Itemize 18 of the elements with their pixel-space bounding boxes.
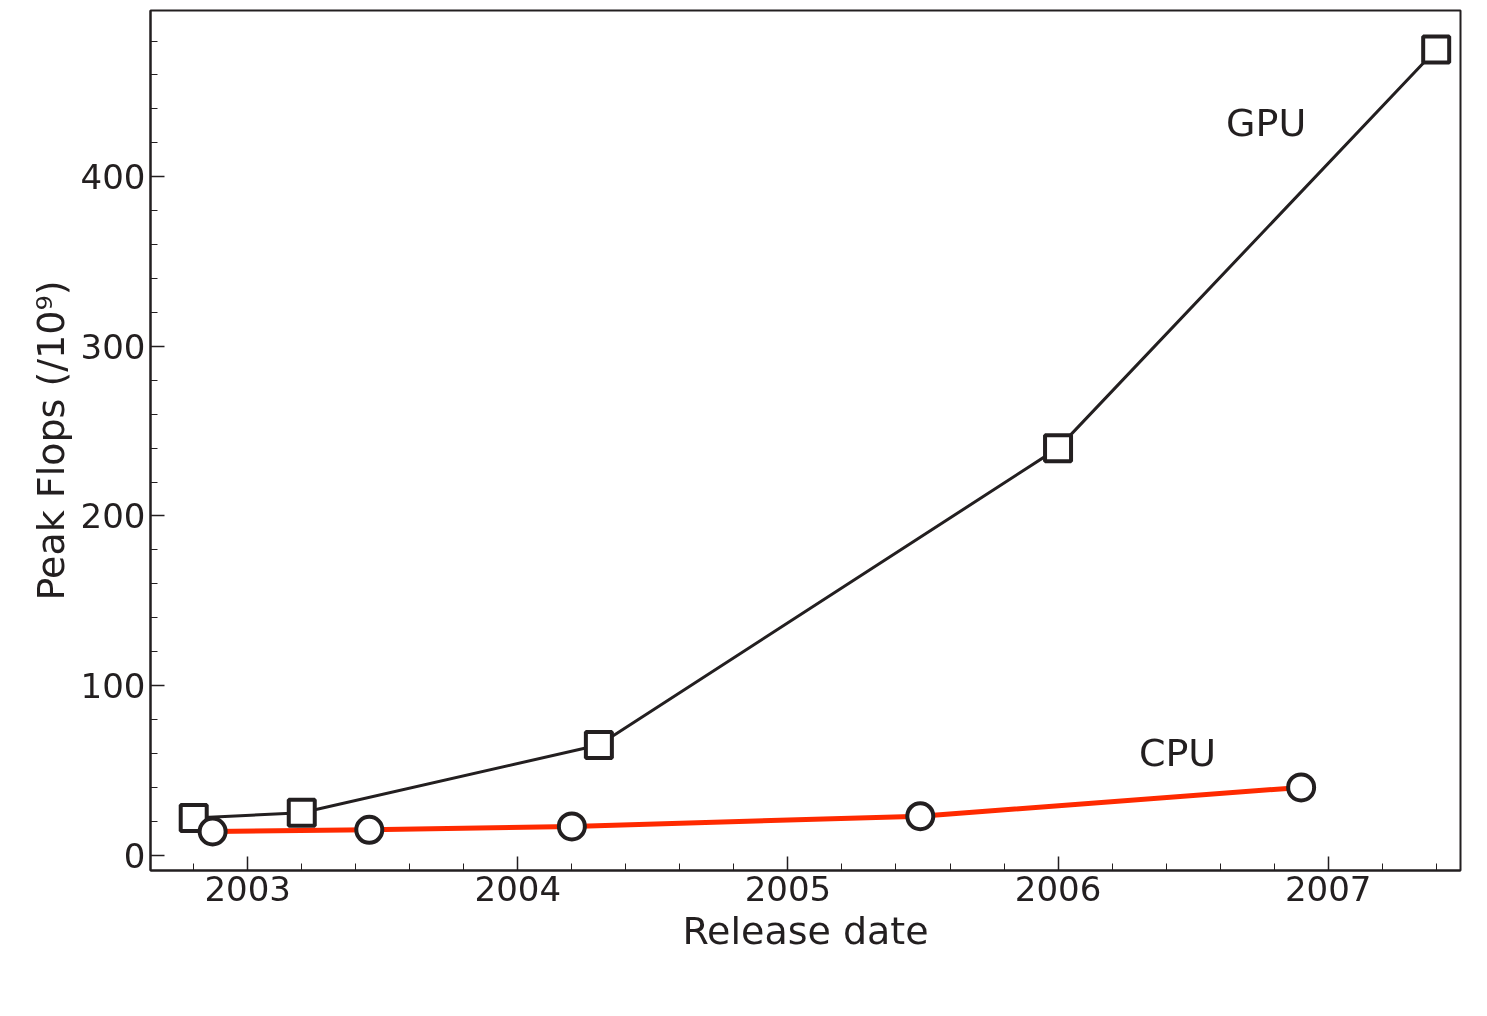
x-axis-title: Release date [682, 908, 929, 953]
point [286, 797, 317, 828]
x-tick-label: 2004 [474, 868, 562, 909]
y-tick-label: 200 [80, 496, 146, 537]
point [1421, 34, 1452, 65]
y-tick-label: 300 [80, 326, 146, 367]
point [583, 729, 614, 760]
y-tick-label: 0 [123, 835, 146, 876]
x-tick-label: 2006 [1014, 868, 1102, 909]
x-tick-label: 2007 [1284, 868, 1372, 909]
x-tick-label: 2005 [744, 868, 832, 909]
point [1043, 433, 1074, 464]
y-tick-label: 100 [80, 666, 146, 707]
y-axis-title: Peak Flops (/10⁹) [28, 280, 73, 601]
series-label: GPU [1226, 100, 1307, 145]
y-tick-label: 400 [80, 157, 146, 198]
x-tick-label: 2003 [204, 868, 291, 909]
series-label: CPU [1138, 731, 1217, 776]
